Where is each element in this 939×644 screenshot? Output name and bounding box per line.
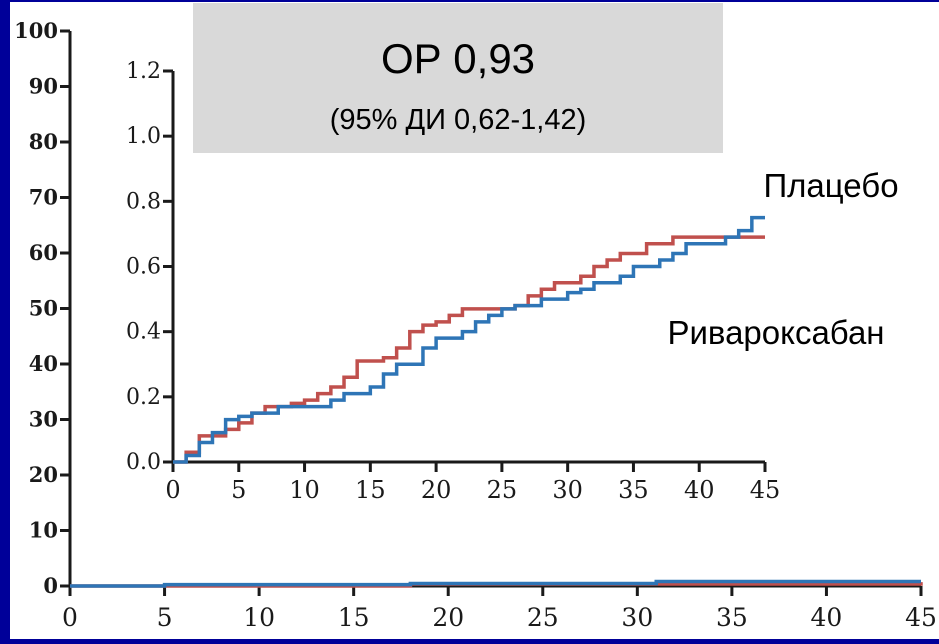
inset-y-tick-label: 0.2 [126,385,161,410]
outer-series [70,579,923,588]
outer-x-tick-label: 30 [621,603,653,632]
inset-series-rivaroxaban-line [173,215,765,464]
outer-x-tick-label: 5 [157,603,173,632]
outer-x-tick-label: 0 [62,603,78,632]
inset-x-tick-label: 45 [750,476,781,504]
outer-x-tick-label: 10 [243,603,275,632]
annotation-box [193,3,723,153]
outer-y-tick-label: 70 [29,185,58,210]
outer-x-tick-label: 25 [527,603,559,632]
hazard-ratio-text: ОР 0,93 [381,35,535,82]
inset-x-tick-label: 20 [421,476,452,504]
inset-x-tick-label: 35 [618,476,649,504]
inset-y-tick-label: 0.6 [126,255,161,280]
inset-y-tick-label: 0.4 [126,320,161,345]
outer-y-tick-label: 60 [29,240,58,265]
outer-y-tick-label: 10 [29,518,58,543]
inset-x-tick-label: 40 [684,476,715,504]
outer-y-tick-label: 30 [29,407,58,432]
outer-y-tick-label: 20 [29,462,58,487]
outer-series-rivaroxaban-line [70,579,921,588]
series-label-rivaroxaban: Ривароксабан [667,314,884,351]
outer-y-tick-label: 0 [43,573,58,598]
outer-y-tick-label: 100 [14,18,58,43]
outer-x-tick-label: 35 [716,603,748,632]
outer-x-tick-label: 45 [905,603,937,632]
outer-x-tick-label: 15 [338,603,370,632]
inset-y-tick-label: 0.0 [126,450,161,475]
outer-x-tick-label: 20 [432,603,464,632]
outer-y-tick-label: 50 [29,296,58,321]
inset-x-tick-label: 25 [487,476,518,504]
inset-series [173,215,765,464]
inset-y-tick-label: 1.2 [126,59,161,84]
series-labels: Плацебо Ривароксабан [667,167,898,351]
inset-axes: 0.0 0.2 0.4 0.6 0.8 1.0 1.2 0 5 10 15 20 25 30 35 40 45 [126,59,780,504]
confidence-interval-text: (95% ДИ 0,62-1,42) [330,104,587,136]
inset-x-tick-label: 10 [289,476,320,504]
outer-x-tick-label: 40 [811,603,843,632]
inset-x-tick-label: 0 [165,476,180,504]
inset-y-tick-label: 0.8 [126,189,161,214]
outer-y-tick-label: 90 [29,74,58,99]
series-label-placebo: Плацебо [763,167,898,204]
inset-x-tick-label: 5 [231,476,246,504]
outer-y-tick-label: 80 [29,129,58,154]
inset-x-tick-label: 30 [552,476,583,504]
outer-y-tick-label: 40 [29,351,58,376]
inset-y-tick-label: 1.0 [126,124,161,149]
hazard-ratio-annotation: ОР 0,93 (95% ДИ 0,62-1,42) [193,3,723,153]
inset-x-tick-label: 15 [355,476,386,504]
